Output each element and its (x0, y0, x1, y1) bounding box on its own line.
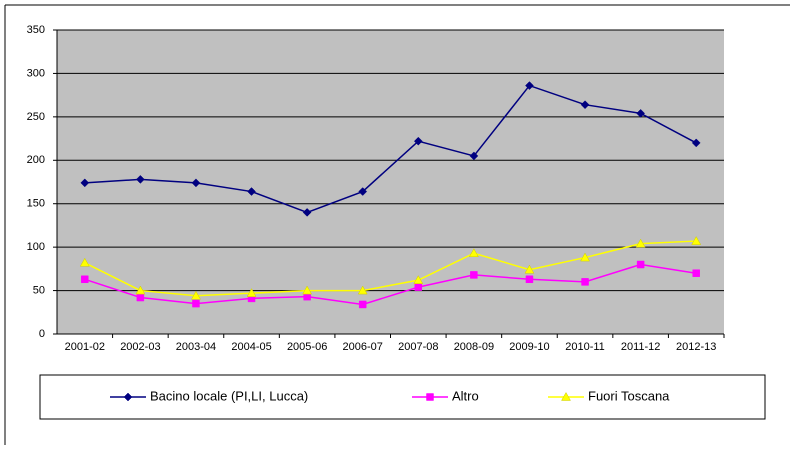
point (691, 138, 701, 148)
y-tick-label: 250 (27, 111, 45, 123)
x-tick-label: 2005-06 (287, 341, 327, 353)
series-line (84, 84, 697, 214)
point (524, 264, 535, 274)
point (246, 288, 257, 297)
y-tick-label: 150 (27, 198, 45, 210)
point (692, 269, 700, 277)
x-tick-label: 2008-09 (454, 341, 494, 353)
point (525, 81, 534, 90)
point (636, 260, 645, 269)
point (580, 252, 590, 262)
point (191, 290, 201, 300)
point (581, 278, 589, 286)
y-tick-label: 50 (33, 284, 45, 296)
point (580, 100, 590, 110)
x-tick-label: 2009-10 (509, 341, 549, 353)
y-tick-label: 200 (27, 154, 45, 166)
point (358, 300, 367, 309)
point (636, 109, 645, 118)
point (635, 238, 646, 248)
x-tick-label: 2007-08 (398, 341, 438, 353)
point (468, 248, 479, 257)
x-tick-label: 2012-13 (676, 341, 716, 353)
plot-area (57, 30, 724, 334)
point (302, 285, 313, 295)
series-line (84, 240, 697, 297)
y-tick-label: 100 (27, 241, 45, 253)
point (136, 175, 145, 184)
legend-marker (561, 391, 571, 401)
legend-label: Fuori Toscana (588, 388, 670, 403)
point (81, 275, 89, 284)
point (302, 208, 312, 217)
legend-marker (426, 393, 434, 401)
point (470, 271, 478, 279)
y-tick-label: 300 (27, 67, 45, 79)
y-tick-label: 350 (27, 24, 45, 36)
x-tick-label: 2004-05 (231, 341, 271, 353)
legend-label: Bacino locale (PI,LI, Lucca) (150, 388, 308, 403)
point (357, 285, 368, 295)
x-tick-label: 2003-04 (176, 341, 216, 353)
point (79, 257, 90, 267)
point (135, 285, 146, 295)
x-tick-label: 2011-12 (621, 341, 661, 353)
x-tick-label: 2002-03 (120, 341, 160, 353)
legend-label: Altro (452, 388, 479, 403)
point (358, 187, 368, 196)
point (136, 293, 145, 302)
y-tick-label: 0 (39, 328, 45, 340)
point (413, 136, 423, 146)
x-tick-label: 2006-07 (343, 341, 383, 353)
point (191, 178, 201, 188)
point (414, 283, 423, 291)
point (469, 151, 479, 161)
point (525, 275, 534, 284)
point (691, 236, 702, 245)
point (192, 299, 200, 308)
point (80, 178, 90, 188)
legend-marker (123, 392, 133, 402)
point (413, 275, 424, 284)
series-line (84, 263, 697, 306)
x-tick-label: 2001-02 (65, 341, 105, 353)
legend (39, 374, 766, 420)
x-tick-label: 2010-11 (565, 341, 605, 353)
point (247, 187, 256, 196)
